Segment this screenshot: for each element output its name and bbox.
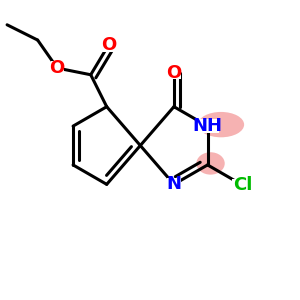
Ellipse shape [196, 152, 225, 175]
Bar [232, 178, 253, 192]
Bar [167, 66, 181, 79]
Text: O: O [101, 37, 116, 55]
Bar [50, 61, 64, 75]
Text: O: O [50, 59, 65, 77]
Bar [167, 178, 181, 191]
Ellipse shape [198, 112, 244, 137]
Text: NH: NH [193, 117, 223, 135]
Text: O: O [166, 64, 182, 82]
Bar [196, 119, 219, 133]
Text: Cl: Cl [233, 176, 253, 194]
Bar [102, 39, 115, 52]
Text: N: N [167, 175, 182, 193]
